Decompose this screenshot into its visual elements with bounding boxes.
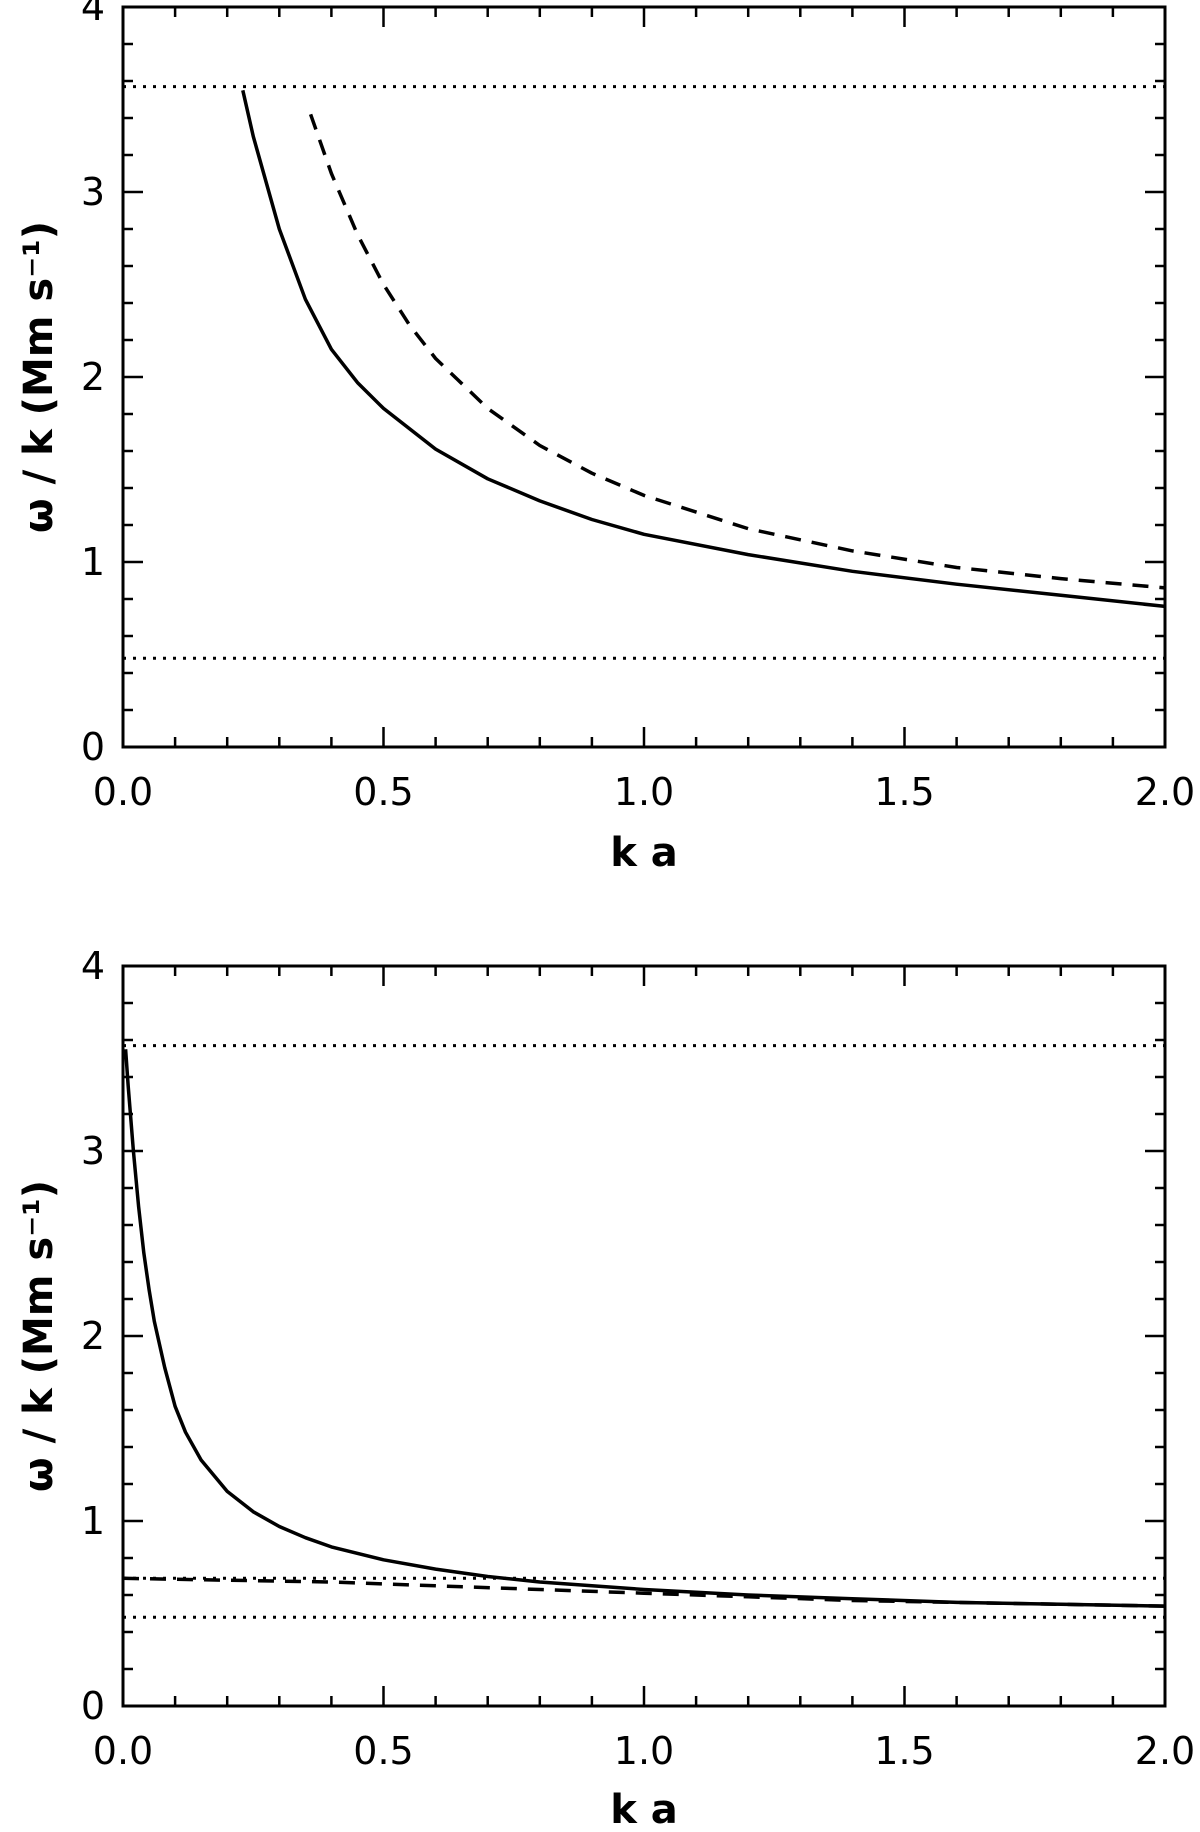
top-y-tick-label: 4 [81, 0, 105, 29]
top-y-tick-label: 0 [81, 725, 105, 769]
top-x-tick-label: 1.0 [614, 770, 674, 814]
top-x-tick-label: 0.5 [353, 770, 413, 814]
bottom-y-tick-label: 2 [81, 1314, 105, 1358]
bottom-series-dashed-1 [122, 1576, 1166, 1608]
bottom-x-tick-label: 2.0 [1135, 1729, 1195, 1773]
bottom-x-tick-label: 1.0 [614, 1729, 674, 1773]
bottom-y-tick-labels: 0 1 2 3 4 [81, 944, 105, 1728]
top-series-dashed-1 [308, 113, 1166, 590]
top-series-solid-0 [241, 89, 1166, 609]
top-y-tick-label: 1 [81, 540, 105, 584]
bottom-y-tick-label: 3 [81, 1129, 105, 1173]
top-panel: 0 1 2 3 4 0.0 0.5 1.0 1.5 2.0 k a ω / k (Mm s⁻¹) [16, 0, 1195, 876]
top-x-tick-label: 1.5 [874, 770, 934, 814]
top-plot-frame [121, 5, 1167, 749]
top-y-tick-label: 3 [81, 170, 105, 214]
bottom-y-tick-label: 4 [81, 944, 105, 988]
bottom-axis-ticks [121, 964, 1167, 1708]
top-y-tick-labels: 0 1 2 3 4 [81, 0, 105, 769]
top-x-axis-title: k a [610, 830, 678, 876]
bottom-panel: 0 1 2 3 4 0.0 0.5 1.0 1.5 2.0 k a ω / k (Mm s⁻¹) [16, 944, 1195, 1832]
top-axis-ticks [121, 5, 1167, 749]
top-y-tick-label: 2 [81, 355, 105, 399]
bottom-y-tick-label: 0 [81, 1684, 105, 1728]
bottom-x-tick-label: 0.0 [93, 1729, 153, 1773]
bottom-x-axis-title: k a [610, 1787, 678, 1832]
bottom-x-tick-labels: 0.0 0.5 1.0 1.5 2.0 [93, 1729, 1195, 1773]
top-x-tick-label: 0.0 [93, 770, 153, 814]
bottom-plot-frame [121, 964, 1167, 1708]
bottom-x-tick-label: 0.5 [353, 1729, 413, 1773]
bottom-series-solid-0 [123, 1049, 1166, 1608]
top-x-tick-label: 2.0 [1135, 770, 1195, 814]
bottom-x-tick-label: 1.5 [874, 1729, 934, 1773]
bottom-y-tick-label: 1 [81, 1499, 105, 1543]
top-series-group [123, 85, 1166, 660]
top-x-tick-labels: 0.0 0.5 1.0 1.5 2.0 [93, 770, 1195, 814]
top-y-axis-title: ω / k (Mm s⁻¹) [16, 221, 62, 533]
bottom-series-group [122, 1044, 1166, 1619]
bottom-y-axis-title: ω / k (Mm s⁻¹) [16, 1180, 62, 1492]
